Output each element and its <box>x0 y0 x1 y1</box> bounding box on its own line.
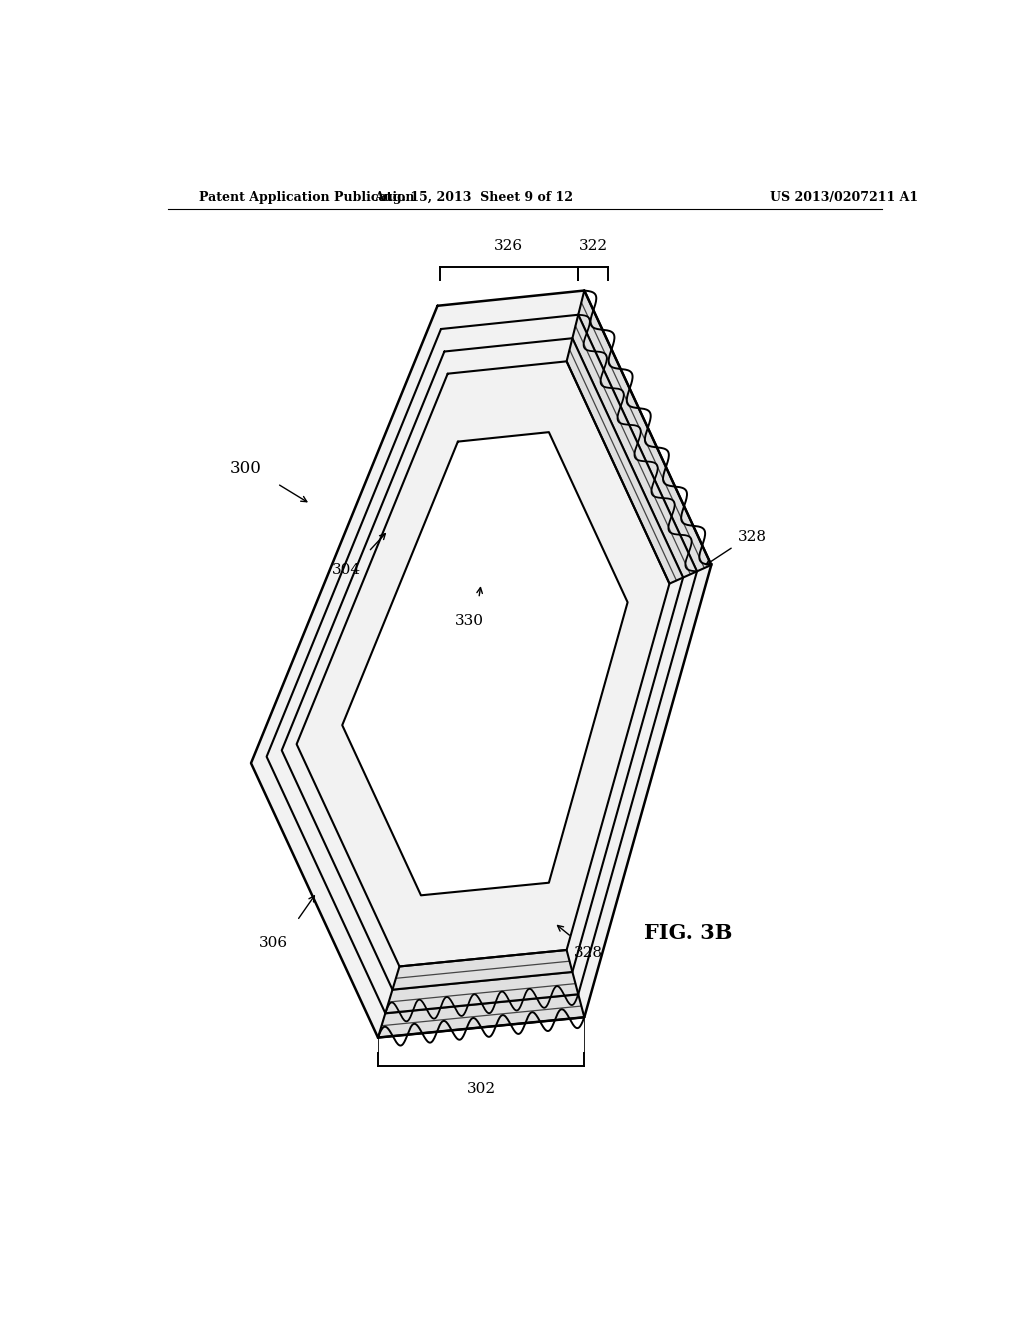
Text: 306: 306 <box>259 936 288 950</box>
Text: FIG. 3B: FIG. 3B <box>644 923 732 942</box>
Polygon shape <box>251 290 712 1038</box>
Text: 326: 326 <box>495 239 523 253</box>
Text: Aug. 15, 2013  Sheet 9 of 12: Aug. 15, 2013 Sheet 9 of 12 <box>374 190 572 203</box>
Text: 322: 322 <box>579 239 607 253</box>
Text: 328: 328 <box>737 529 767 544</box>
Text: 330: 330 <box>455 614 483 628</box>
Polygon shape <box>342 432 628 895</box>
Text: Patent Application Publication: Patent Application Publication <box>200 190 415 203</box>
Text: 328: 328 <box>574 946 603 960</box>
Polygon shape <box>566 290 712 583</box>
Text: 304: 304 <box>332 564 360 577</box>
Text: US 2013/0207211 A1: US 2013/0207211 A1 <box>769 190 918 203</box>
Text: 302: 302 <box>467 1082 496 1097</box>
Text: 300: 300 <box>229 459 261 477</box>
Polygon shape <box>378 950 585 1038</box>
